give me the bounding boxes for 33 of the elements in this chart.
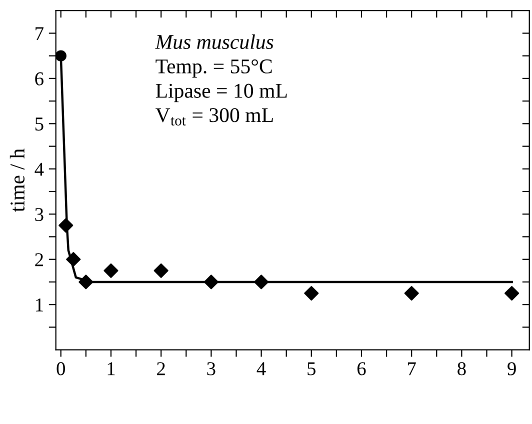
point bbox=[304, 286, 319, 301]
point bbox=[56, 50, 66, 62]
x-tick-label: 3 bbox=[207, 362, 216, 376]
x-tick-label: 1 bbox=[108, 362, 115, 376]
point bbox=[104, 263, 118, 278]
y-tick-label: 7 bbox=[36, 27, 44, 40]
y-tick-label: 5 bbox=[35, 118, 44, 131]
x-tick-label: 8 bbox=[458, 362, 466, 376]
point bbox=[204, 274, 218, 290]
x-tick-label: 5 bbox=[308, 362, 316, 376]
point bbox=[504, 286, 520, 301]
point bbox=[78, 274, 94, 290]
point bbox=[404, 286, 419, 301]
y-tick-label: 4 bbox=[34, 162, 44, 176]
x-tick-label: 6 bbox=[357, 362, 366, 376]
y-tick-label: 6 bbox=[35, 72, 44, 86]
annotation: Lipase = 10 mL bbox=[156, 84, 287, 102]
y-tick-label: 1 bbox=[36, 298, 43, 312]
x-tick-label: 7 bbox=[408, 362, 416, 376]
y-axis-title: time / h bbox=[10, 148, 25, 212]
annotation: Mus musculus bbox=[155, 34, 274, 50]
y-tick-label: 2 bbox=[35, 253, 43, 266]
x-tick-label: 0 bbox=[56, 362, 65, 376]
annotation: V$_{tot}$ = 300 mL bbox=[156, 108, 273, 126]
point bbox=[66, 252, 81, 267]
point bbox=[154, 263, 168, 278]
point bbox=[58, 218, 74, 233]
x-tick-label: 2 bbox=[157, 362, 165, 376]
x-tick-label: 9 bbox=[508, 362, 516, 376]
point bbox=[254, 274, 269, 290]
x-tick-label: 4 bbox=[256, 362, 266, 376]
y-tick-label: 3 bbox=[35, 208, 44, 222]
annotation: Temp. = 55°C bbox=[156, 59, 272, 78]
